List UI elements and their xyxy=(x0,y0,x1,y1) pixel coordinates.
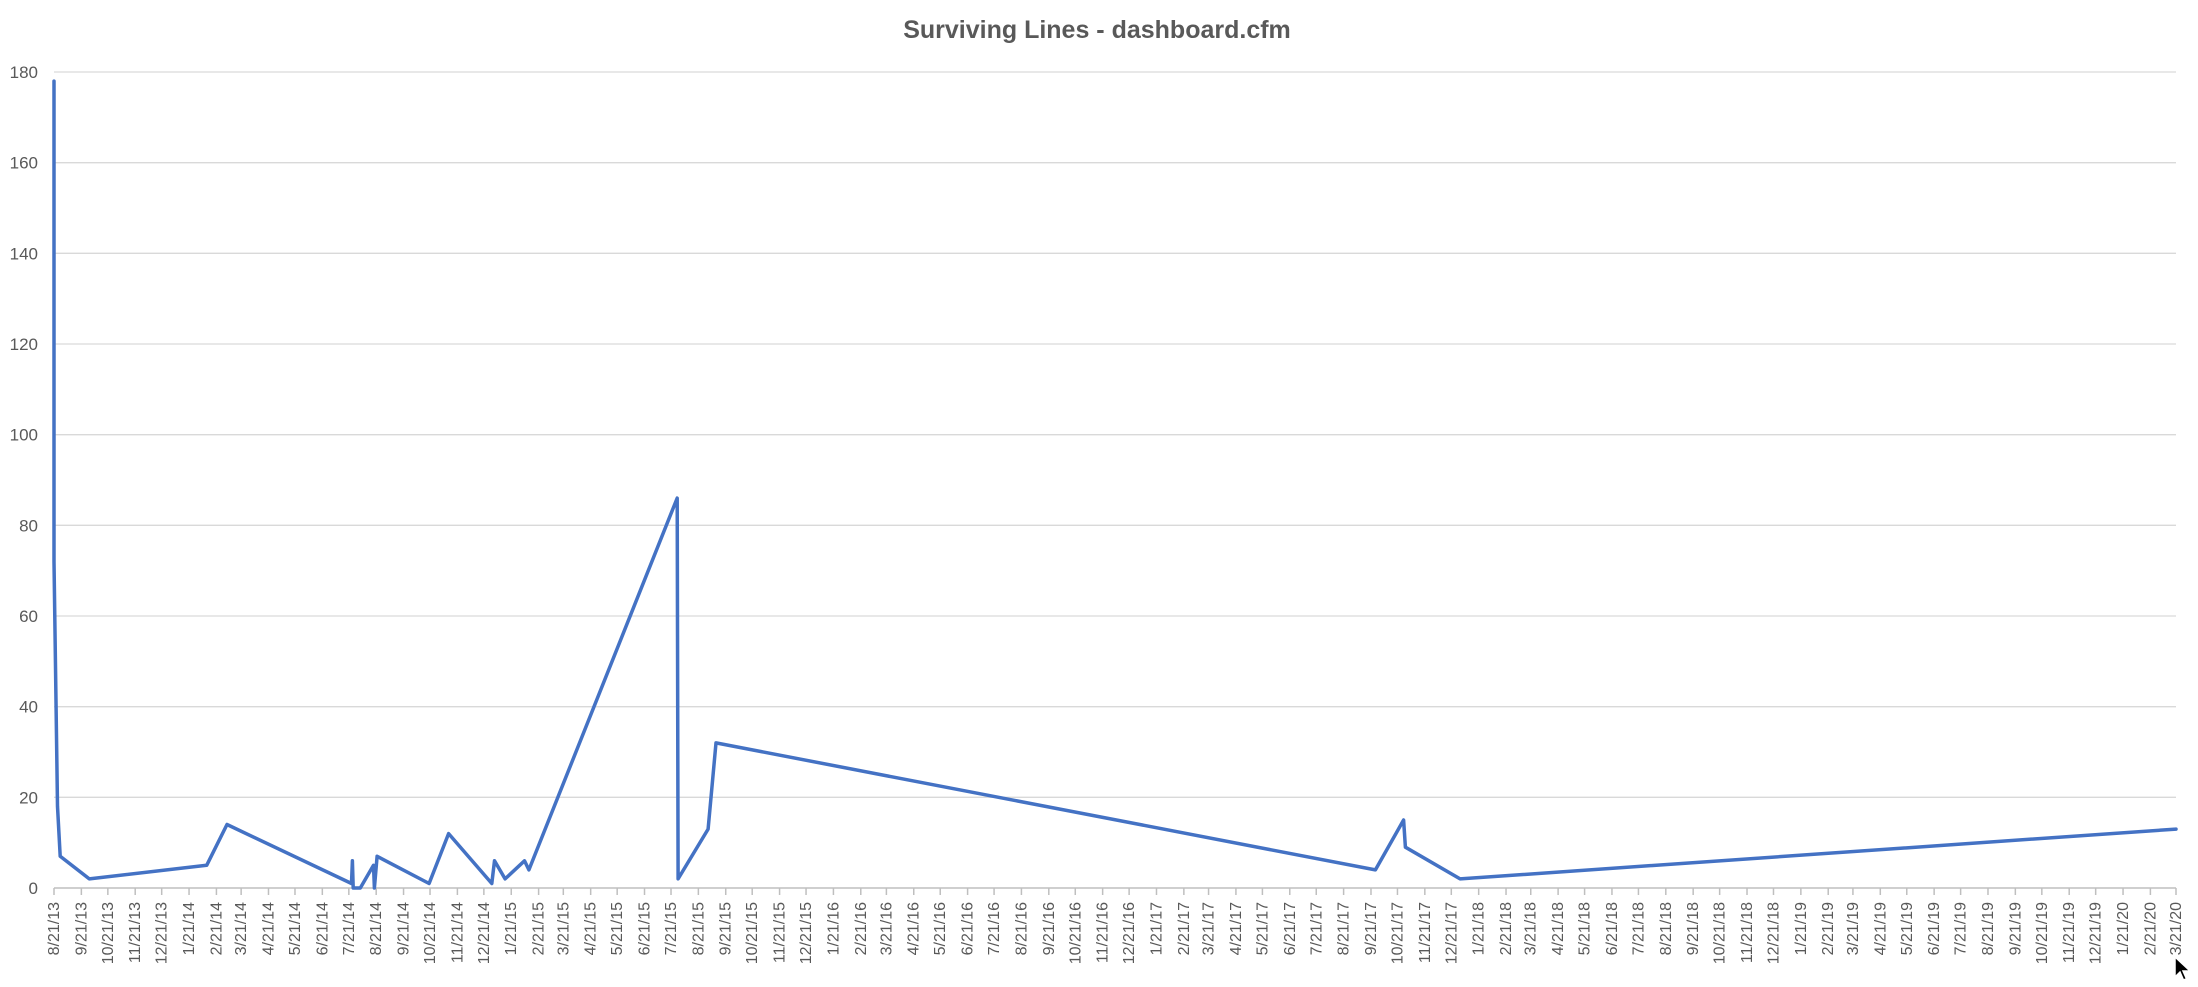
y-tick-label: 180 xyxy=(10,63,38,82)
x-tick-label: 1/21/15 xyxy=(503,902,520,955)
y-axis-ticks: 0 20 40 60 80 100 120 140 160 180 xyxy=(10,63,38,898)
x-tick-label: 9/21/15 xyxy=(718,902,735,955)
x-tick-label: 10/21/16 xyxy=(1067,902,1084,964)
x-tick-label: 7/21/16 xyxy=(986,902,1003,955)
chart-title: Surviving Lines - dashboard.cfm xyxy=(903,16,1291,44)
x-tick-label: 8/21/13 xyxy=(46,902,63,955)
x-tick-label: 6/21/15 xyxy=(637,902,654,955)
x-tick-label: 9/21/19 xyxy=(2007,902,2024,955)
x-tick-label: 3/21/16 xyxy=(878,902,895,955)
x-tick-label: 8/21/16 xyxy=(1013,902,1030,955)
x-tick-label: 3/21/15 xyxy=(555,902,572,955)
x-tick-label: 8/21/17 xyxy=(1336,902,1353,955)
y-tick-label: 140 xyxy=(10,244,38,263)
x-tick-label: 8/21/15 xyxy=(690,902,707,955)
x-tick-label: 2/21/17 xyxy=(1176,902,1193,955)
y-tick-label: 100 xyxy=(10,426,38,445)
x-tick-label: 11/21/15 xyxy=(772,902,789,963)
x-tick-label: 11/21/17 xyxy=(1417,902,1434,963)
x-tick-label: 6/21/19 xyxy=(1926,902,1943,955)
gridlines xyxy=(54,72,2176,797)
mouse-cursor-icon xyxy=(2173,956,2193,982)
x-tick-label: 1/21/17 xyxy=(1148,902,1165,955)
x-tick-label: 5/21/18 xyxy=(1577,902,1594,955)
x-tick-label: 7/21/18 xyxy=(1630,902,1647,955)
x-tick-label: 3/21/20 xyxy=(2168,902,2185,955)
x-tick-label: 2/21/16 xyxy=(853,902,870,955)
y-tick-label: 20 xyxy=(19,788,38,807)
x-tick-label: 5/21/19 xyxy=(1899,902,1916,955)
x-tick-label: 12/21/15 xyxy=(798,902,815,964)
x-tick-label: 3/21/18 xyxy=(1523,902,1540,955)
y-tick-label: 80 xyxy=(19,516,38,535)
x-tick-label: 8/21/18 xyxy=(1658,902,1675,955)
series-group xyxy=(54,81,2176,888)
x-tick-label: 4/21/18 xyxy=(1550,902,1567,955)
x-tick-label: 10/21/18 xyxy=(1712,902,1729,964)
x-tick-label: 8/21/14 xyxy=(368,902,385,955)
y-tick-label: 120 xyxy=(10,335,38,354)
y-tick-label: 160 xyxy=(10,154,38,173)
x-axis-ticks: 8/21/13 9/21/13 10/21/13 11/21/13 12/21/13 1/… xyxy=(46,888,2185,964)
x-tick-label: 10/21/15 xyxy=(744,902,761,964)
x-tick-label: 10/21/17 xyxy=(1389,902,1406,964)
x-tick-label: 1/21/20 xyxy=(2115,902,2132,955)
x-tick-label: 2/21/15 xyxy=(531,902,548,955)
x-tick-label: 2/21/18 xyxy=(1498,902,1515,955)
y-tick-label: 60 xyxy=(19,607,38,626)
x-tick-label: 6/21/17 xyxy=(1282,902,1299,955)
x-tick-label: 12/21/14 xyxy=(476,902,493,964)
x-tick-label: 12/21/19 xyxy=(2088,902,2105,964)
x-tick-label: 4/21/15 xyxy=(583,902,600,955)
series-line-0 xyxy=(54,81,2176,888)
x-tick-label: 11/21/13 xyxy=(127,902,144,963)
x-tick-label: 6/21/14 xyxy=(314,902,331,955)
x-tick-label: 1/21/16 xyxy=(825,902,842,955)
x-tick-label: 2/21/20 xyxy=(2142,902,2159,955)
x-tick-label: 7/21/14 xyxy=(341,902,358,955)
y-tick-label: 40 xyxy=(19,698,38,717)
x-tick-label: 10/21/19 xyxy=(2034,902,2051,964)
x-tick-label: 3/21/17 xyxy=(1201,902,1218,955)
x-tick-label: 3/21/14 xyxy=(233,902,250,955)
x-tick-label: 11/21/19 xyxy=(2061,902,2078,963)
x-tick-label: 4/21/16 xyxy=(906,902,923,955)
x-tick-label: 9/21/13 xyxy=(73,902,90,955)
x-tick-label: 4/21/14 xyxy=(260,902,277,955)
x-tick-label: 1/21/19 xyxy=(1793,902,1810,955)
x-tick-label: 5/21/14 xyxy=(287,902,304,955)
x-tick-label: 5/21/16 xyxy=(932,902,949,955)
x-tick-label: 7/21/17 xyxy=(1308,902,1325,955)
x-tick-label: 10/21/13 xyxy=(100,902,117,964)
x-tick-label: 9/21/17 xyxy=(1363,902,1380,955)
x-tick-label: 11/21/14 xyxy=(449,902,466,963)
x-tick-label: 1/21/14 xyxy=(181,902,198,955)
x-tick-label: 9/21/14 xyxy=(396,902,413,955)
x-tick-label: 9/21/18 xyxy=(1685,902,1702,955)
x-tick-label: 8/21/19 xyxy=(1980,902,1997,955)
x-tick-label: 1/21/18 xyxy=(1471,902,1488,955)
x-tick-label: 4/21/19 xyxy=(1872,902,1889,955)
x-tick-label: 5/21/15 xyxy=(609,902,626,955)
x-tick-label: 12/21/13 xyxy=(154,902,171,964)
x-tick-label: 11/21/16 xyxy=(1095,902,1112,963)
x-tick-label: 2/21/19 xyxy=(1820,902,1837,955)
x-tick-label: 11/21/18 xyxy=(1739,902,1756,963)
x-tick-label: 6/21/16 xyxy=(960,902,977,955)
x-tick-label: 7/21/19 xyxy=(1953,902,1970,955)
x-tick-label: 2/21/14 xyxy=(208,902,225,955)
x-tick-label: 12/21/17 xyxy=(1443,902,1460,964)
x-tick-label: 12/21/16 xyxy=(1121,902,1138,964)
y-tick-label: 0 xyxy=(29,879,38,898)
x-tick-label: 12/21/18 xyxy=(1765,902,1782,964)
x-tick-label: 5/21/17 xyxy=(1254,902,1271,955)
x-tick-label: 10/21/14 xyxy=(422,902,439,964)
x-tick-label: 3/21/19 xyxy=(1845,902,1862,955)
x-tick-label: 9/21/16 xyxy=(1041,902,1058,955)
x-tick-label: 7/21/15 xyxy=(663,902,680,955)
x-tick-label: 6/21/18 xyxy=(1604,902,1621,955)
x-tick-label: 4/21/17 xyxy=(1228,902,1245,955)
